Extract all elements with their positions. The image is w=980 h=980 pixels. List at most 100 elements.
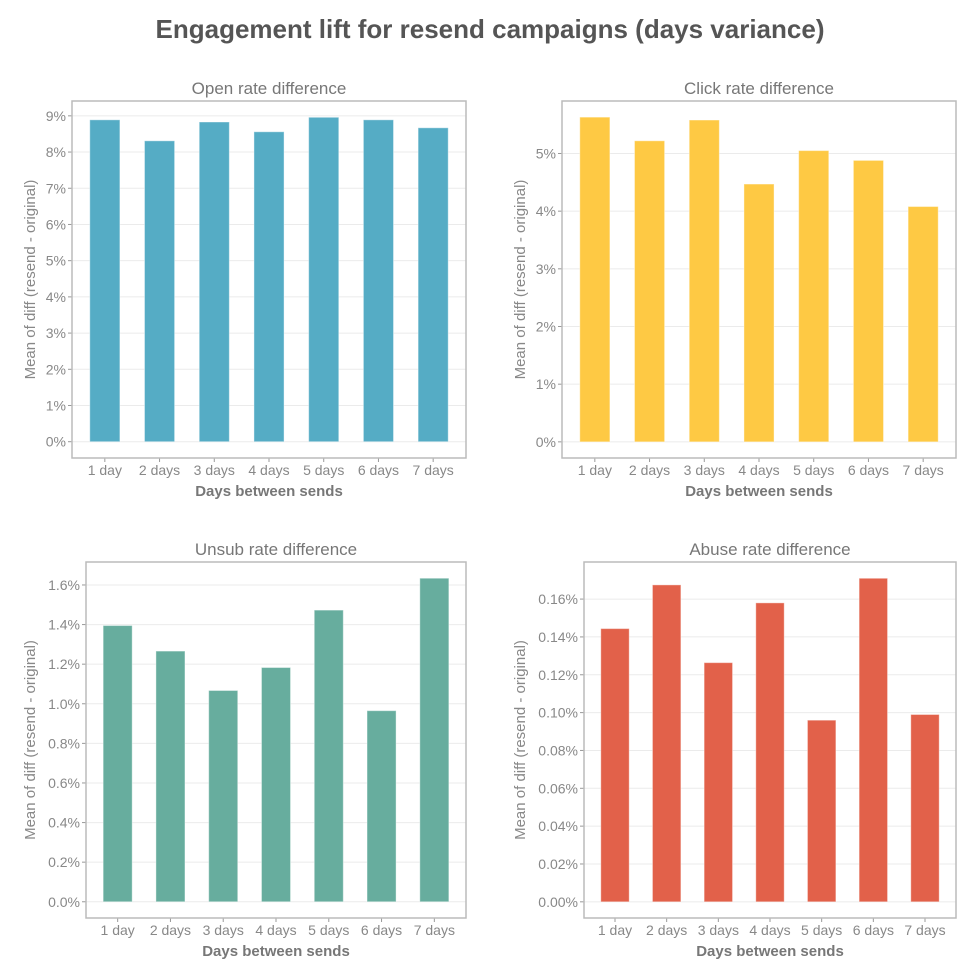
bar (910, 714, 940, 903)
x-tick-label: 7 days (904, 922, 945, 938)
x-tick-label: 1 day (598, 922, 632, 938)
x-tick-label: 1 day (88, 462, 122, 478)
bar (260, 667, 292, 903)
x-tick-label: 5 days (801, 922, 842, 938)
x-tick-label: 7 days (414, 922, 455, 938)
x-tick-label: 1 day (101, 922, 135, 938)
y-tick-label: 0.0% (48, 894, 80, 910)
x-axis-title: Days between sends (696, 943, 844, 960)
y-axis-title: Mean of diff (resend - original) (512, 180, 529, 380)
bar (198, 121, 230, 443)
x-tick-label: 2 days (150, 922, 191, 938)
bar (208, 690, 239, 903)
y-tick-label: 4% (536, 203, 556, 219)
bar (651, 584, 682, 903)
panel-1: 0% 1% 2% 3% 4% 5% 6% 7% 8% 9% 1 day 2 days 3 days 4 d… (22, 79, 467, 500)
y-tick-label: 1% (46, 398, 66, 414)
y-tick-label: 0.16% (538, 591, 578, 607)
x-tick-label: 5 days (793, 462, 834, 478)
y-tick-label: 0.04% (538, 818, 578, 834)
bar (419, 577, 450, 903)
y-tick-label: 3% (46, 325, 66, 341)
x-tick-label: 7 days (903, 462, 944, 478)
bar (313, 609, 344, 903)
y-tick-label: 0.4% (48, 815, 80, 831)
y-tick-label: 3% (536, 261, 556, 277)
y-tick-label: 1.2% (48, 656, 80, 672)
y-tick-label: 9% (46, 108, 66, 124)
panel-title: Abuse rate difference (689, 540, 850, 559)
x-tick-label: 2 days (629, 462, 670, 478)
x-tick-label: 2 days (646, 922, 687, 938)
bar (703, 662, 734, 903)
x-tick-label: 3 days (203, 922, 244, 938)
y-axis-title: Mean of diff (resend - original) (512, 640, 529, 840)
bar (907, 206, 939, 443)
x-tick-label: 3 days (684, 462, 725, 478)
x-tick-label: 1 day (578, 462, 612, 478)
x-tick-label: 6 days (361, 922, 402, 938)
panel-3: 0.0% 0.2% 0.4% 0.6% 0.8% 1.0% 1.2% 1.4% 1.6% 1 da… (22, 540, 467, 960)
bar (743, 183, 775, 443)
x-tick-label: 4 days (738, 462, 779, 478)
y-tick-label: 4% (46, 289, 66, 305)
bar (102, 625, 133, 903)
panel-title: Unsub rate difference (195, 540, 357, 559)
y-tick-label: 0.00% (538, 894, 578, 910)
y-axis-title: Mean of diff (resend - original) (22, 180, 39, 380)
x-tick-label: 5 days (303, 462, 344, 478)
bar (308, 116, 340, 443)
bar (253, 131, 285, 443)
bar (579, 116, 611, 443)
y-tick-label: 0.14% (538, 629, 578, 645)
y-tick-label: 0.06% (538, 780, 578, 796)
y-tick-label: 5% (536, 145, 556, 161)
bar (600, 628, 630, 903)
y-tick-label: 0.2% (48, 854, 80, 870)
y-tick-label: 0.08% (538, 742, 578, 758)
y-tick-label: 6% (46, 216, 66, 232)
y-tick-label: 8% (46, 144, 66, 160)
bar (858, 577, 889, 903)
bar (798, 150, 830, 443)
x-tick-label: 4 days (255, 922, 296, 938)
y-tick-label: 1.4% (48, 617, 80, 633)
y-tick-label: 0.8% (48, 735, 80, 751)
y-axis-title: Mean of diff (resend - original) (22, 640, 39, 840)
y-tick-label: 1% (536, 376, 556, 392)
bar (89, 119, 121, 443)
bar (366, 710, 397, 903)
bar (755, 602, 785, 903)
x-tick-label: 6 days (358, 462, 399, 478)
panel-border (71, 100, 467, 459)
x-axis-title: Days between sends (195, 483, 343, 500)
panel-title: Click rate difference (684, 79, 834, 98)
bar (362, 119, 394, 443)
panel-title: Open rate difference (192, 79, 347, 98)
x-tick-label: 3 days (194, 462, 235, 478)
y-tick-label: 7% (46, 180, 66, 196)
x-tick-label: 7 days (413, 462, 454, 478)
y-tick-label: 0% (46, 434, 66, 450)
bar (417, 127, 449, 443)
y-tick-label: 1.0% (48, 696, 80, 712)
panel-border (85, 561, 467, 919)
y-tick-label: 0% (536, 434, 556, 450)
y-tick-label: 0.12% (538, 667, 578, 683)
x-tick-label: 4 days (749, 922, 790, 938)
y-tick-label: 2% (536, 319, 556, 335)
x-tick-label: 6 days (848, 462, 889, 478)
x-tick-label: 4 days (248, 462, 289, 478)
bar (144, 140, 176, 443)
bar (852, 159, 884, 443)
bar (806, 719, 837, 903)
y-tick-label: 1.6% (48, 577, 80, 593)
panel-4: 0.00% 0.02% 0.04% 0.06% 0.08% 0.10% 0.12% 0.14%… (512, 540, 957, 960)
x-tick-label: 6 days (853, 922, 894, 938)
panel-2: 0% 1% 2% 3% 4% 5% 1 day 2 days 3 days 4 days 5 day… (512, 79, 957, 500)
bar (155, 650, 186, 903)
y-tick-label: 5% (46, 253, 66, 269)
figure-title: Engagement lift for resend campaigns (da… (156, 14, 825, 44)
x-axis-title: Days between sends (202, 943, 350, 960)
